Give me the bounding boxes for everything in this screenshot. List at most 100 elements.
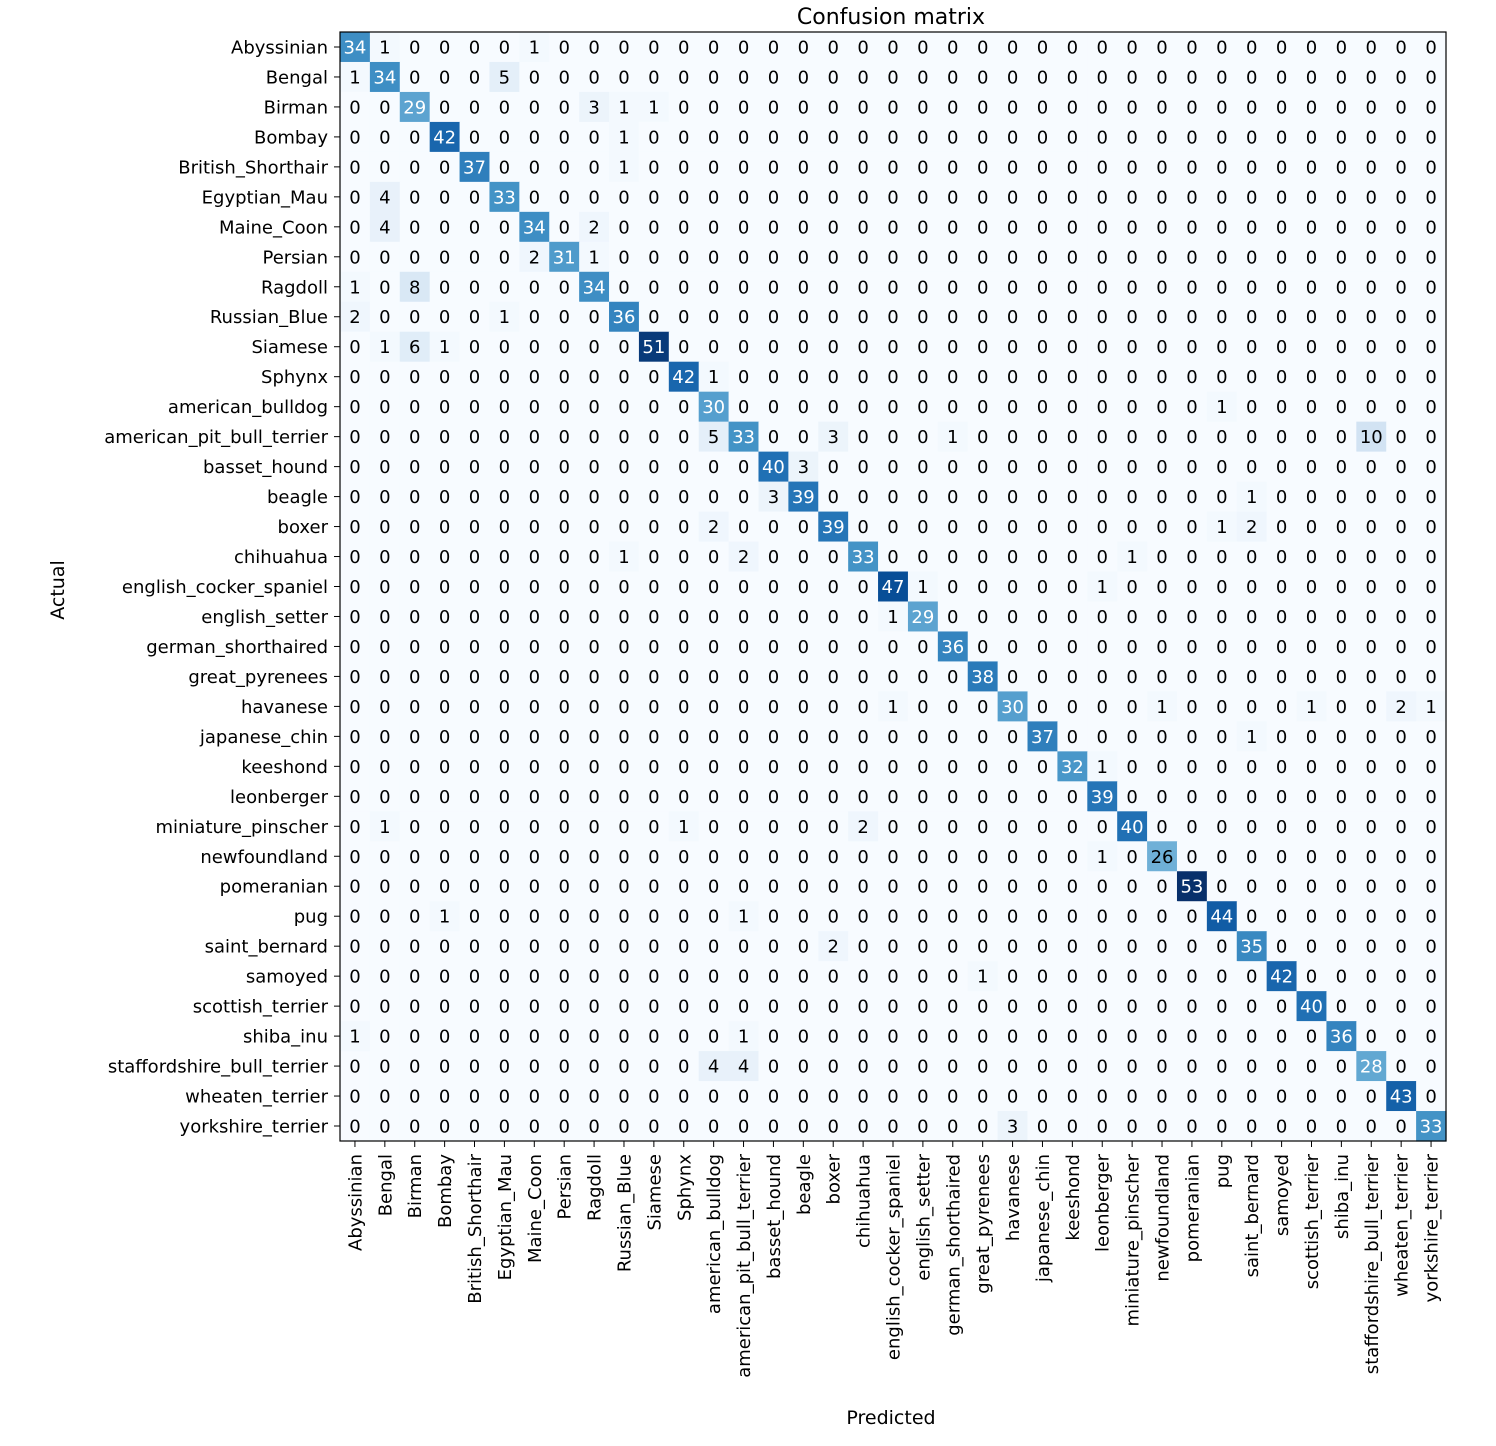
matrix-cell-value: 0 — [1007, 127, 1018, 148]
matrix-cell — [668, 91, 700, 123]
matrix-cell-value: 0 — [977, 397, 988, 418]
matrix-cell-value: 0 — [618, 1027, 629, 1048]
x-tick-label: shiba_inu — [1332, 1154, 1353, 1239]
matrix-cell-value: 0 — [1336, 457, 1347, 478]
matrix-cell-value: 0 — [977, 247, 988, 268]
matrix-cell-value: 0 — [1276, 1087, 1287, 1108]
matrix-cell-value: 0 — [349, 787, 360, 808]
matrix-cell-value: 0 — [977, 307, 988, 328]
matrix-cell-value: 0 — [1067, 277, 1078, 298]
matrix-cell-value: 0 — [499, 37, 510, 58]
matrix-cell-value: 0 — [827, 847, 838, 868]
matrix-cell-value: 36 — [1330, 1027, 1353, 1048]
matrix-cell-value: 0 — [857, 37, 868, 58]
matrix-cell-value: 0 — [588, 517, 599, 538]
matrix-cell-value: 0 — [1306, 367, 1317, 388]
matrix-cell-value: 0 — [887, 157, 898, 178]
matrix-cell-value: 0 — [1186, 67, 1197, 88]
matrix-cell-value: 0 — [648, 367, 659, 388]
matrix-cell-value: 0 — [977, 877, 988, 898]
matrix-cell — [459, 121, 491, 153]
matrix-cell-value: 0 — [1336, 247, 1347, 268]
x-tick-label: german_shorthaired — [943, 1154, 964, 1336]
matrix-cell-value: 0 — [588, 427, 599, 448]
matrix-cell-value: 0 — [768, 277, 779, 298]
matrix-cell-value: 0 — [1067, 337, 1078, 358]
matrix-cell — [1027, 121, 1058, 153]
matrix-cell-value: 0 — [1395, 1057, 1406, 1078]
matrix-cell — [1087, 331, 1118, 363]
matrix-cell-value: 0 — [439, 217, 450, 238]
matrix-cell-value: 0 — [827, 157, 838, 178]
matrix-cell-value: 0 — [1216, 997, 1227, 1018]
matrix-cell-value: 0 — [768, 37, 779, 58]
matrix-cell-value: 0 — [618, 37, 629, 58]
matrix-cell-value: 0 — [738, 967, 749, 988]
matrix-cell-value: 0 — [1366, 997, 1377, 1018]
matrix-cell-value: 0 — [1366, 787, 1377, 808]
x-tick-label: Ragdoll — [585, 1154, 606, 1221]
matrix-cell-value: 0 — [469, 607, 480, 628]
matrix-cell-value: 3 — [827, 427, 838, 448]
matrix-cell-value: 0 — [439, 817, 450, 838]
matrix-cell — [848, 331, 879, 363]
matrix-cell-value: 0 — [1425, 847, 1436, 868]
matrix-cell — [907, 121, 939, 153]
matrix-cell — [728, 331, 760, 363]
matrix-cell-value: 0 — [977, 97, 988, 118]
matrix-cell-value: 34 — [583, 277, 606, 298]
matrix-cell-value: 0 — [618, 817, 629, 838]
matrix-cell-value: 0 — [857, 697, 868, 718]
matrix-cell-value: 0 — [947, 37, 958, 58]
matrix-cell-value: 0 — [1067, 877, 1078, 898]
matrix-cell-value: 0 — [1216, 667, 1227, 688]
matrix-cell-value: 0 — [1306, 967, 1317, 988]
matrix-cell-value: 0 — [1395, 37, 1406, 58]
matrix-cell-value: 0 — [768, 127, 779, 148]
matrix-cell-value: 0 — [439, 517, 450, 538]
matrix-cell-value: 0 — [798, 847, 809, 868]
matrix-cell-value: 0 — [678, 667, 689, 688]
matrix-cell-value: 0 — [1037, 937, 1048, 958]
matrix-cell-value: 0 — [588, 337, 599, 358]
matrix-cell — [1236, 151, 1268, 183]
matrix-cell-value: 0 — [827, 877, 838, 898]
matrix-cell — [549, 331, 580, 363]
matrix-cell-value: 0 — [738, 487, 749, 508]
matrix-cell-value: 0 — [1246, 637, 1257, 658]
matrix-cell-value: 0 — [1156, 337, 1167, 358]
matrix-cell — [1087, 211, 1118, 243]
matrix-cell-value: 0 — [1246, 397, 1257, 418]
matrix-cell-value: 0 — [1186, 697, 1197, 718]
matrix-cell-value: 0 — [349, 1087, 360, 1108]
matrix-cell-value: 0 — [678, 937, 689, 958]
matrix-cell-value: 0 — [1306, 637, 1317, 658]
matrix-cell — [1206, 91, 1238, 123]
matrix-cell-value: 0 — [1425, 127, 1436, 148]
x-tick-label: basset_hound — [764, 1154, 785, 1279]
matrix-cell-value: 0 — [469, 457, 480, 478]
matrix-cell — [459, 61, 491, 93]
matrix-cell-value: 0 — [558, 787, 569, 808]
matrix-cell-value: 0 — [947, 997, 958, 1018]
matrix-cell-value: 0 — [977, 907, 988, 928]
matrix-cell-value: 0 — [558, 757, 569, 778]
matrix-cell-value: 0 — [648, 457, 659, 478]
matrix-cell-value: 0 — [558, 427, 569, 448]
matrix-cell-value: 34 — [523, 217, 546, 238]
matrix-cell — [728, 121, 760, 153]
matrix-cell — [1296, 121, 1328, 153]
matrix-cell — [1386, 211, 1417, 243]
matrix-cell-value: 0 — [678, 487, 689, 508]
matrix-cell-value: 0 — [1007, 847, 1018, 868]
matrix-cell — [1206, 241, 1238, 273]
matrix-cell-value: 0 — [708, 547, 719, 568]
matrix-cell-value: 2 — [529, 247, 540, 268]
matrix-cell-value: 0 — [917, 457, 928, 478]
x-tick-label: english_setter — [913, 1153, 934, 1280]
matrix-cell — [1176, 301, 1208, 333]
matrix-cell-value: 0 — [558, 487, 569, 508]
matrix-cell-value: 0 — [1097, 367, 1108, 388]
matrix-cell-value: 0 — [558, 1087, 569, 1108]
matrix-cell-value: 0 — [1216, 1117, 1227, 1138]
